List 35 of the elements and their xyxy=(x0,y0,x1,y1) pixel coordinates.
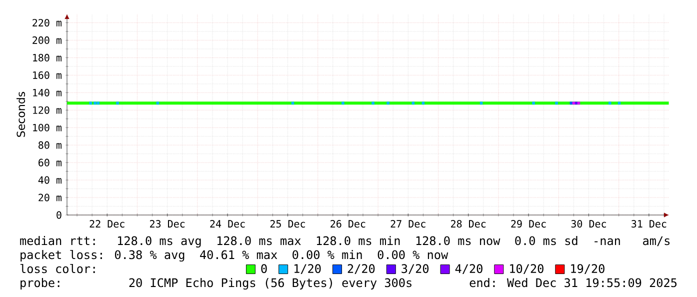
y-tick-label: 0 xyxy=(56,211,62,219)
x-tick-label: 22 Dec xyxy=(90,220,124,228)
x-tick-label: 28 Dec xyxy=(451,220,486,228)
text: packet loss: 0.38 % avg 40.61 % max 0.00 % min 0.00 % now xyxy=(20,250,448,262)
y-tick-label: 20 m xyxy=(38,194,62,202)
legend-label: 10/20 xyxy=(510,264,544,274)
legend-title: loss color: xyxy=(20,264,95,274)
x-tick-label: 26 Dec xyxy=(330,220,366,228)
legend-label: 19/20 xyxy=(571,264,604,274)
x-tick-label: 30 Dec xyxy=(571,220,606,228)
text: probe: 20 ICMP Echo Pings (56 Bytes) every 300s xyxy=(20,278,412,290)
legend-label: 0 xyxy=(261,264,267,274)
x-tick-label: 24 Dec xyxy=(210,220,245,228)
y-tick-label: 40 m xyxy=(38,176,62,184)
x-tick-label: 29 Dec xyxy=(511,220,546,228)
y-axis-title: Seconds xyxy=(16,92,26,137)
text: median rtt: 128.0 ms avg 128.0 ms max 128.0 ms min 128.0 ms now 0.0 ms sd -nan am/s xyxy=(20,236,670,248)
legend-label: 1/20 xyxy=(294,264,321,274)
legend-label: 3/20 xyxy=(402,264,429,274)
legend-label: 4/20 xyxy=(455,264,482,274)
legend-label: 2/20 xyxy=(348,264,375,274)
x-tick-label: 31 Dec xyxy=(632,220,666,228)
y-tick-label: 220 m xyxy=(32,18,62,27)
text: end: Wed Dec 31 19:55:09 2025 xyxy=(470,278,677,288)
x-tick-label: 25 Dec xyxy=(270,220,305,228)
y-tick-label: 100 m xyxy=(33,124,62,132)
y-tick-label: 160 m xyxy=(33,71,62,79)
y-tick-label: 140 m xyxy=(33,88,62,96)
y-tick-label: 80 m xyxy=(38,141,62,149)
x-tick-label: 27 Dec xyxy=(390,220,426,228)
y-tick-label: 60 m xyxy=(38,158,62,166)
y-tick-label: 180 m xyxy=(33,54,62,62)
y-tick-label: 120 m xyxy=(33,106,62,114)
y-tick-label: 200 m xyxy=(32,36,62,44)
x-tick-label: 23 Dec xyxy=(150,220,185,228)
